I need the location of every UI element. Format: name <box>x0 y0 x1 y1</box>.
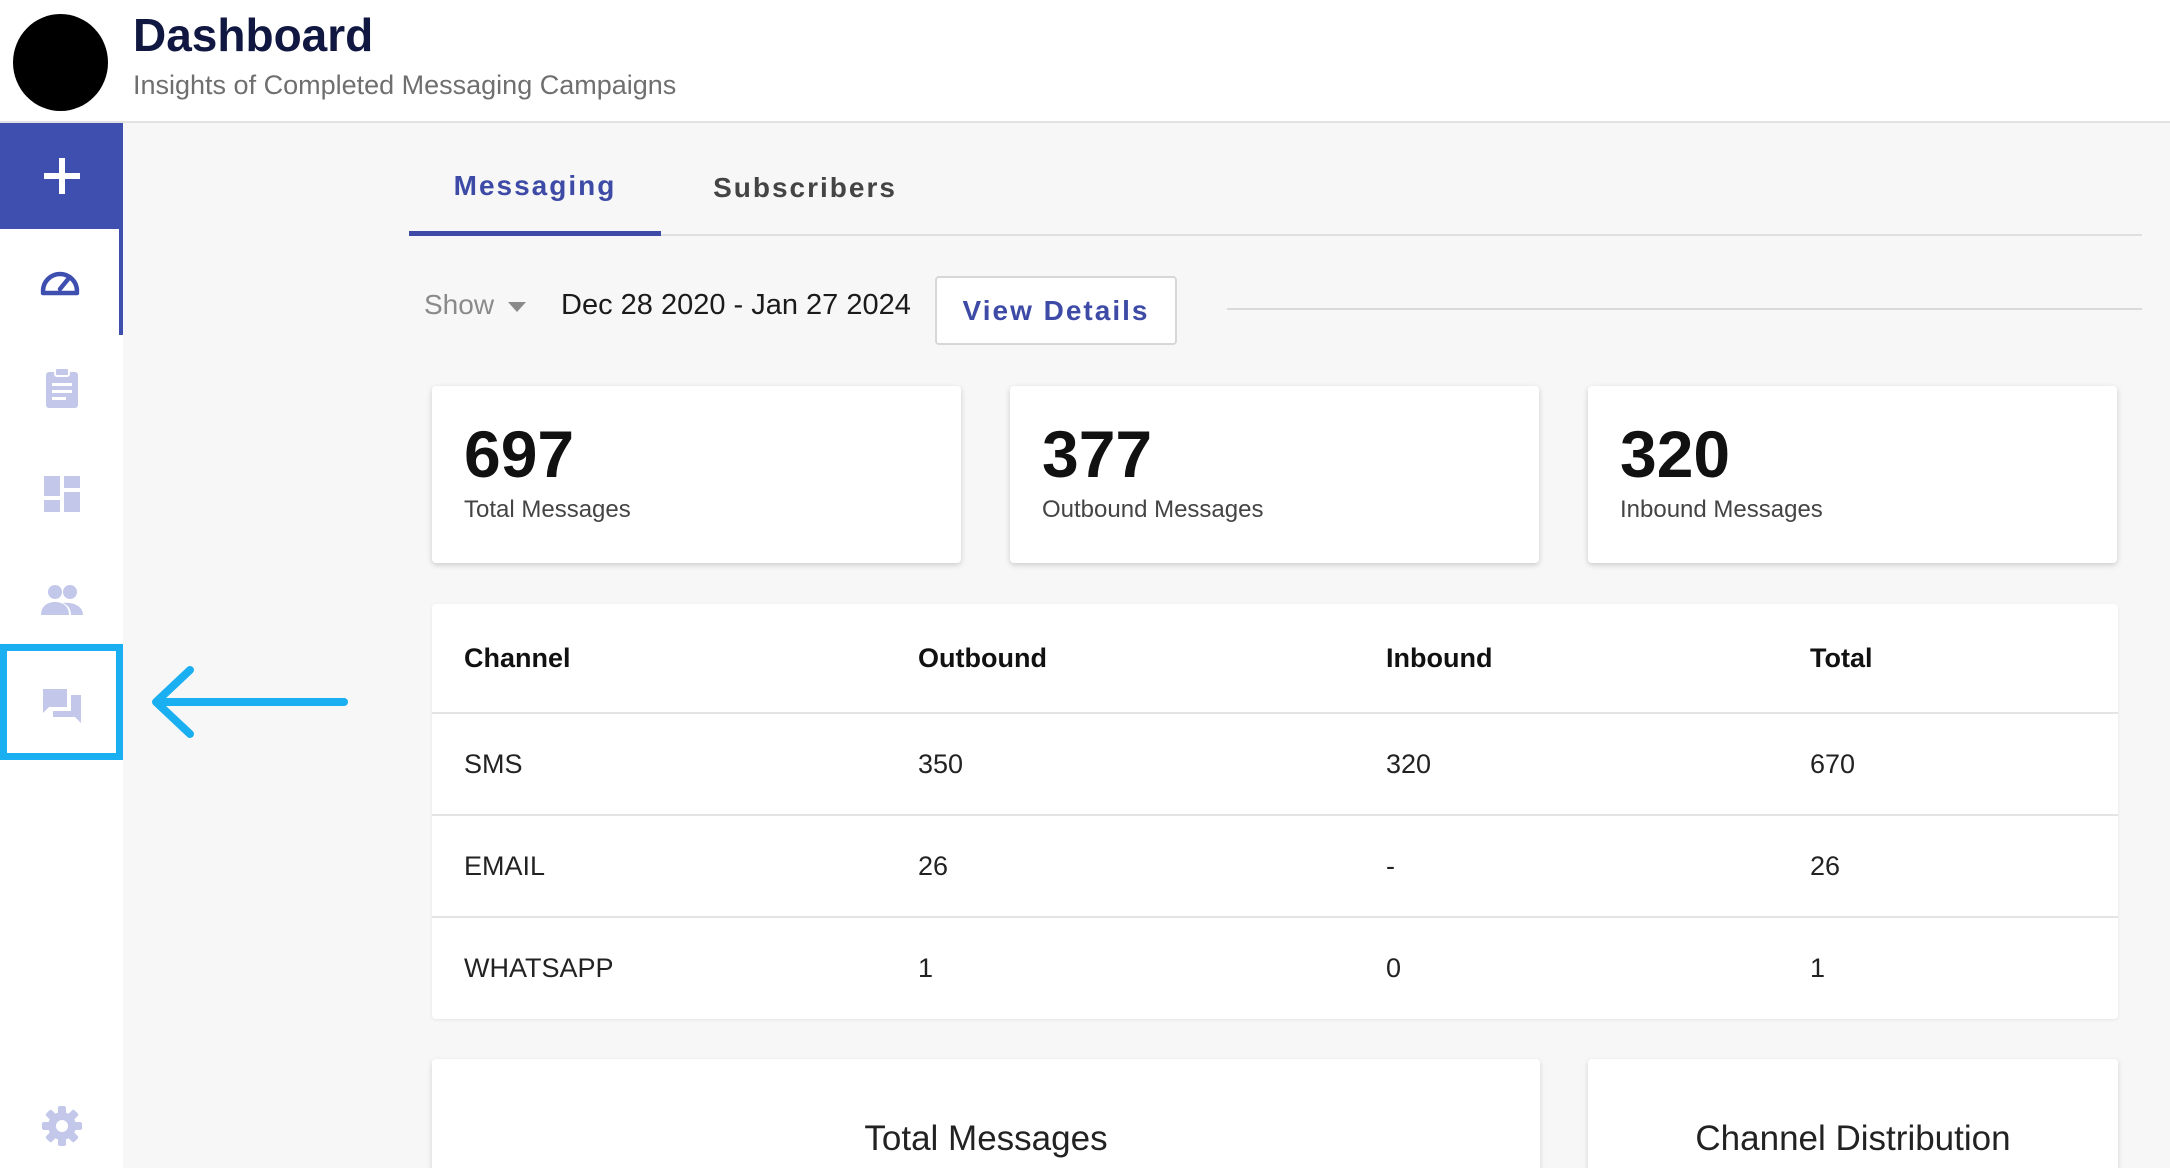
show-label: Show <box>424 289 495 320</box>
column-header: Outbound <box>918 642 1047 673</box>
logo[interactable] <box>13 14 108 111</box>
tab-subscribers[interactable]: Subscribers <box>713 172 897 203</box>
stat-card-inbound: 320 Inbound Messages <box>1588 386 2117 563</box>
page-title: Dashboard <box>133 9 374 61</box>
date-range: Dec 28 2020 - Jan 27 2024 <box>561 289 911 321</box>
table-cell: - <box>1386 850 1395 881</box>
total-messages-chart-card: Total Messages <box>432 1059 1540 1168</box>
table-row: WHATSAPP 1 0 1 <box>432 918 2118 1019</box>
stat-value: 320 <box>1620 417 1731 491</box>
tab-bar: Messaging Subscribers <box>409 140 2142 236</box>
sidebar-item-widgets[interactable] <box>0 441 123 547</box>
table-row: SMS 350 320 670 <box>432 714 2118 816</box>
table-cell: 670 <box>1810 748 1856 779</box>
clipboard-icon <box>45 367 78 408</box>
stat-card-total: 697 Total Messages <box>432 386 961 563</box>
stat-value: 377 <box>1042 417 1153 491</box>
gear-icon <box>41 1106 82 1146</box>
table-cell: 320 <box>1386 748 1432 779</box>
sidebar <box>0 123 123 1168</box>
table-cell: 0 <box>1386 953 1402 983</box>
table-cell: 350 <box>918 748 964 779</box>
stat-label: Total Messages <box>464 496 631 523</box>
column-header: Total <box>1810 642 1873 673</box>
view-details-button[interactable]: View Details <box>935 276 1177 345</box>
stat-label: Outbound Messages <box>1042 496 1264 523</box>
tab-messaging[interactable]: Messaging <box>409 140 661 236</box>
table-cell: SMS <box>464 748 523 779</box>
table-cell: EMAIL <box>464 850 546 881</box>
chart-title: Channel Distribution <box>1695 1119 2011 1158</box>
sidebar-item-settings[interactable] <box>0 1073 123 1168</box>
table-row: EMAIL 26 - 26 <box>432 816 2118 918</box>
page-subtitle: Insights of Completed Messaging Campaign… <box>133 70 677 100</box>
show-dropdown[interactable]: Show <box>424 289 527 321</box>
table-cell: 1 <box>1810 953 1826 983</box>
channel-table: Channel Outbound Inbound Total SMS 350 3… <box>432 604 2118 1019</box>
table-cell: 26 <box>1810 850 1841 881</box>
column-header: Channel <box>464 642 571 673</box>
channel-distribution-chart-card: Channel Distribution <box>1588 1059 2118 1168</box>
table-cell: WHATSAPP <box>464 953 614 983</box>
plus-icon <box>43 158 80 194</box>
stat-card-outbound: 377 Outbound Messages <box>1010 386 1539 563</box>
table-cell: 26 <box>918 850 949 881</box>
people-icon <box>40 585 83 615</box>
stat-value: 697 <box>464 417 575 491</box>
sidebar-item-reports[interactable] <box>0 335 123 441</box>
table-header-row: Channel Outbound Inbound Total <box>432 604 2118 714</box>
sidebar-item-messages[interactable] <box>0 653 123 759</box>
column-header: Inbound <box>1386 642 1493 673</box>
app-header: Dashboard Insights of Completed Messagin… <box>0 0 2170 123</box>
stat-label: Inbound Messages <box>1620 496 1823 523</box>
speedometer-icon <box>40 271 79 296</box>
chart-title: Total Messages <box>864 1119 1108 1158</box>
table-cell: 1 <box>918 953 934 983</box>
dashboard-grid-icon <box>43 476 80 512</box>
sidebar-item-dashboard[interactable] <box>0 229 123 335</box>
sidebar-item-subscribers[interactable] <box>0 547 123 653</box>
divider <box>1227 308 2142 310</box>
arrow-left-icon <box>152 666 348 738</box>
highlight-box <box>0 644 123 760</box>
add-button[interactable] <box>0 123 123 229</box>
chevron-down-icon <box>508 302 527 312</box>
chat-icon <box>42 689 81 723</box>
